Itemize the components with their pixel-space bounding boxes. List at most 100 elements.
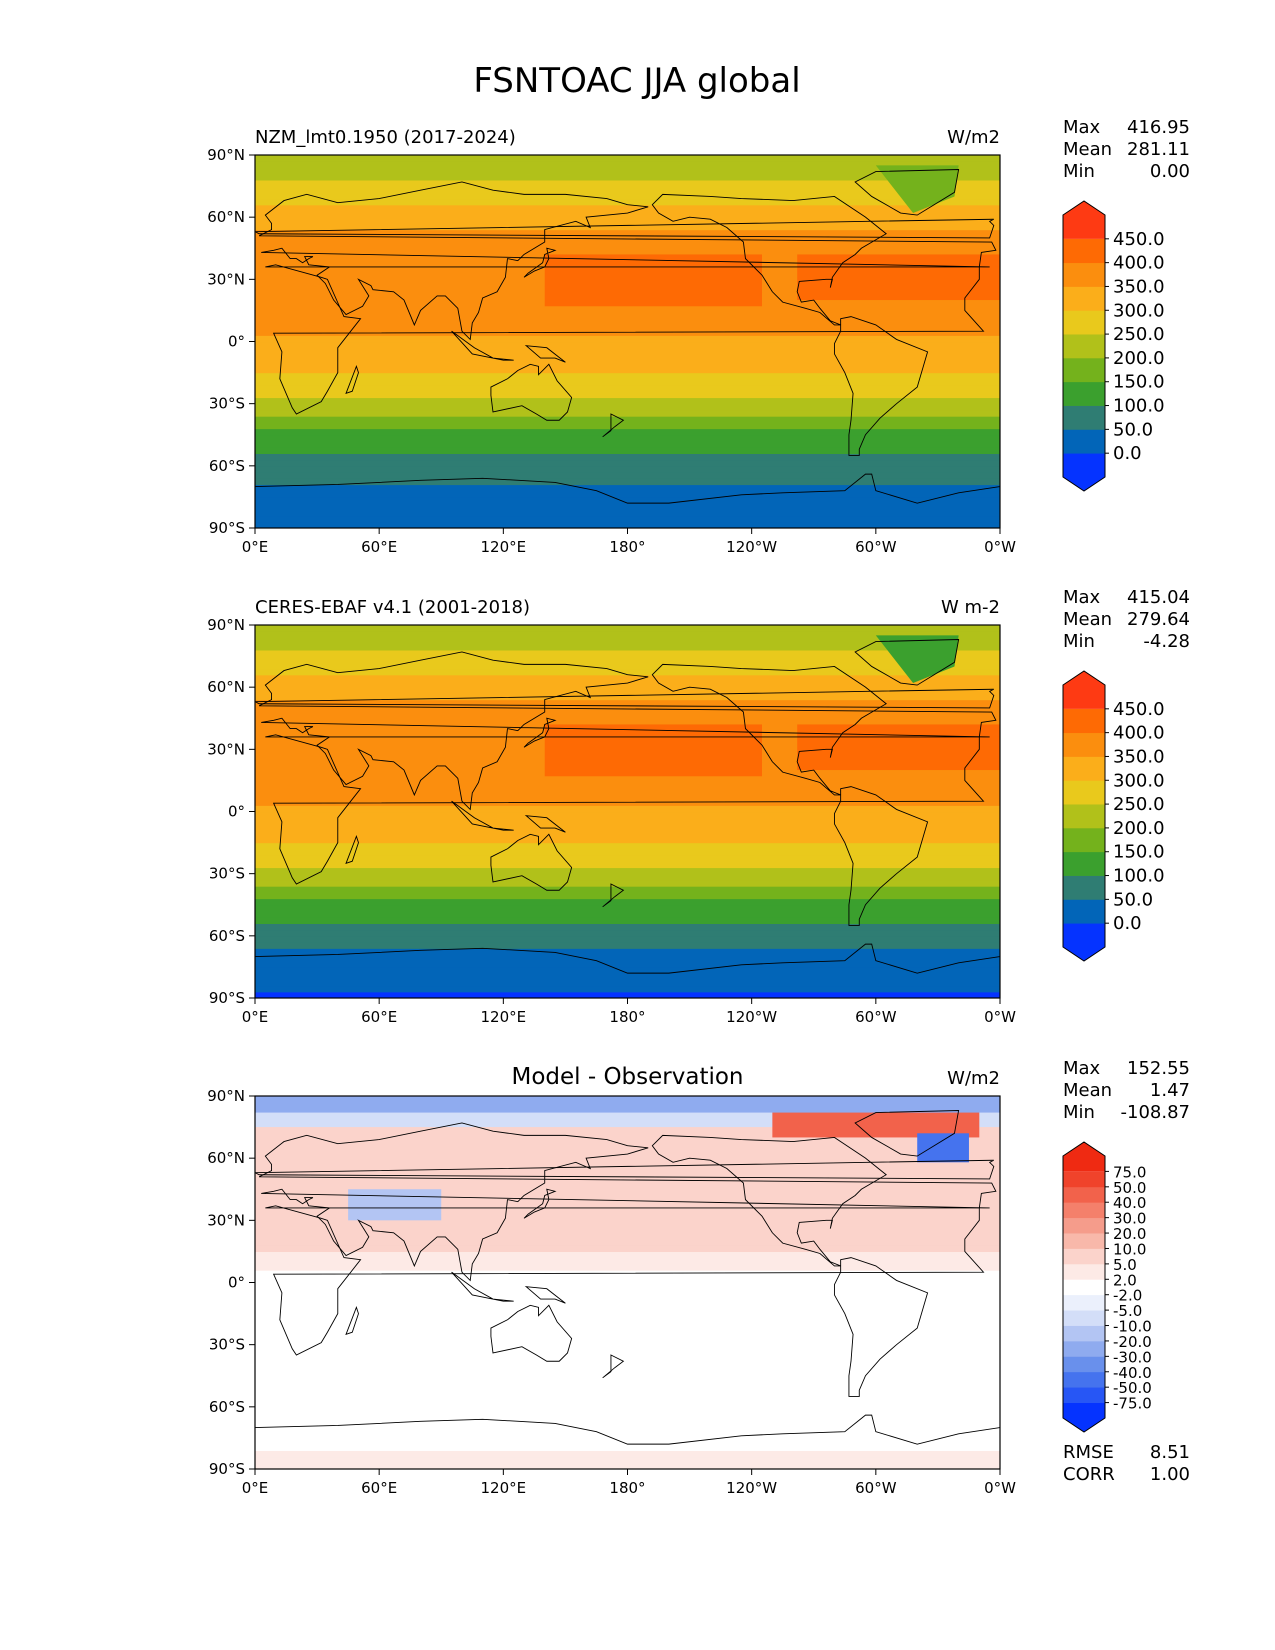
coastline — [602, 1354, 625, 1379]
colorbar-label: -30.0 — [1113, 1348, 1152, 1366]
field-band — [255, 879, 1000, 887]
field-band — [255, 459, 1000, 467]
lat-tick-label: 60°S — [209, 927, 245, 945]
field-band — [255, 1338, 1000, 1346]
colorbar-swatch — [1063, 827, 1105, 853]
field-band — [255, 353, 1000, 361]
colorbar-label: 0.0 — [1113, 913, 1142, 934]
greenland-low — [875, 635, 959, 684]
colorbar-swatch — [1063, 1279, 1105, 1296]
field-band — [255, 960, 1000, 968]
field-band — [255, 823, 1000, 831]
panel-title: Model - Observation — [511, 1064, 743, 1090]
lon-tick-label: 60°W — [855, 1008, 897, 1026]
lat-tick-label: 60°N — [207, 678, 245, 696]
field-band — [255, 515, 1000, 523]
colorbar-label: -75.0 — [1113, 1395, 1152, 1413]
field-band — [255, 942, 1000, 949]
colorbar-swatch — [1063, 1186, 1105, 1203]
field-band — [255, 842, 1000, 850]
field-band — [255, 867, 1000, 875]
colorbar-label: 200.0 — [1113, 348, 1165, 369]
field-band — [255, 873, 1000, 881]
field-band — [255, 335, 1000, 343]
colorbar-swatch — [1063, 381, 1105, 406]
field-band — [255, 1313, 1000, 1321]
colorbar-label: 2.0 — [1113, 1271, 1137, 1289]
colorbar-swatch — [1063, 1217, 1105, 1234]
coastline — [265, 264, 985, 415]
lat-tick-label: 60°S — [209, 457, 245, 475]
field-band — [255, 161, 1000, 169]
colorbar-label: 400.0 — [1113, 253, 1165, 274]
field-band — [255, 855, 1000, 862]
field-band — [255, 1326, 1000, 1333]
lat-tick-label: 90°N — [207, 146, 245, 164]
north-pacific-max — [544, 724, 763, 777]
colorbar-swatch — [1063, 1402, 1105, 1432]
field-band — [255, 923, 1000, 931]
colorbar-swatch — [1063, 262, 1105, 287]
field-band — [255, 360, 1000, 367]
polar-negative — [255, 1096, 1000, 1113]
lon-tick-label: 180° — [609, 1008, 645, 1026]
field-band — [255, 248, 1000, 256]
field-band — [255, 687, 1000, 694]
field-band — [255, 1263, 1000, 1271]
colorbar-label: 20.0 — [1113, 1225, 1146, 1243]
colorbar-outline — [1062, 200, 1106, 492]
field-band — [255, 316, 1000, 324]
asia-negative — [348, 1189, 442, 1221]
field-band — [255, 780, 1000, 788]
coastline — [524, 345, 566, 363]
coastline — [255, 688, 995, 709]
colorbar-label: 300.0 — [1113, 300, 1165, 321]
stat-max-value: 416.95 — [1127, 117, 1190, 138]
colorbar-swatch — [1063, 334, 1105, 359]
stat-mean-value: 1.47 — [1150, 1080, 1190, 1101]
field-band — [255, 848, 1000, 856]
field-band — [255, 811, 1000, 819]
lat-tick-label: 30°S — [209, 1336, 245, 1354]
coastline — [258, 651, 997, 811]
field-band — [255, 693, 1000, 701]
colorbar-swatch — [1063, 732, 1105, 757]
colorbar-label: 75.0 — [1113, 1163, 1146, 1181]
colorbar-swatch — [1063, 851, 1105, 876]
field-band — [255, 1350, 1000, 1358]
field-band — [255, 1437, 1000, 1445]
colorbar-swatch — [1063, 1248, 1105, 1265]
colorbar-swatch — [1063, 1325, 1105, 1342]
panels-group: 90°N60°N30°N0°30°S60°S90°S0°E 60°E 120°E 18… — [207, 117, 1190, 1497]
coastline — [451, 1271, 514, 1302]
colorbar-swatch — [1063, 1387, 1105, 1403]
field-band — [255, 662, 1000, 670]
field-band — [255, 1307, 1000, 1315]
colorbar-label: 5.0 — [1113, 1256, 1137, 1274]
colorbar-swatch — [1063, 405, 1105, 430]
colorbar-swatch — [1063, 238, 1105, 264]
colorbar-swatch — [1063, 286, 1105, 311]
lat-tick-label: 30°N — [207, 270, 245, 288]
field-band — [255, 712, 1000, 719]
lon-tick-label: 0°W — [984, 1479, 1016, 1497]
field-layer — [255, 625, 1000, 998]
stat-min-label: Min — [1063, 1102, 1095, 1123]
colorbar-label: 200.0 — [1113, 818, 1165, 839]
field-band — [255, 509, 1000, 517]
coastline — [523, 247, 557, 278]
field-band — [255, 378, 1000, 386]
greenland-low — [875, 165, 959, 214]
lon-tick-label: 0°E — [242, 1008, 269, 1026]
coastline — [345, 365, 359, 395]
field-band — [255, 503, 1000, 510]
coastline — [524, 815, 566, 833]
coastline — [265, 1205, 985, 1356]
field-band — [255, 718, 1000, 726]
field-band — [255, 490, 1000, 498]
stat-mean-value: 279.64 — [1127, 609, 1190, 630]
field-band — [255, 210, 1000, 218]
colorbar-swatch — [1063, 1356, 1105, 1373]
coastline — [833, 786, 929, 926]
lat-tick-label: 30°N — [207, 740, 245, 758]
